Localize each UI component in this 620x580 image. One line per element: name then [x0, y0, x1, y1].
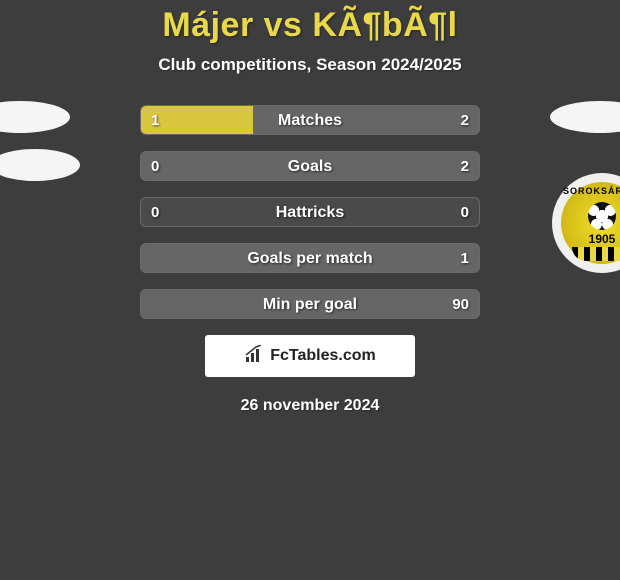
- brand-text: FcTables.com: [270, 347, 376, 365]
- stat-label: Goals: [141, 152, 479, 181]
- club-badge-year: 1905: [561, 232, 620, 246]
- player-left-chip-2: [0, 149, 80, 181]
- chart-icon: [244, 345, 264, 368]
- stat-row: 1Goals per match: [140, 243, 480, 273]
- soccer-ball-icon: [588, 202, 616, 230]
- stat-label: Hattricks: [141, 198, 479, 227]
- club-badge-name: SOROKSÁR SC: [561, 186, 620, 196]
- player-right-chip: [550, 101, 620, 133]
- page-title: Májer vs KÃ¶bÃ¶l: [0, 0, 620, 45]
- stat-row: 00Hattricks: [140, 197, 480, 227]
- stat-label: Goals per match: [141, 244, 479, 273]
- stat-label: Matches: [141, 106, 479, 135]
- player-left-chip: [0, 101, 70, 133]
- page-subtitle: Club competitions, Season 2024/2025: [0, 55, 620, 75]
- stat-label: Min per goal: [141, 290, 479, 319]
- stat-bars: 12Matches 02Goals 00Hattricks 1Goals per ma…: [140, 105, 480, 319]
- club-badge: SOROKSÁR SC 1905: [552, 173, 620, 273]
- stat-row: 02Goals: [140, 151, 480, 181]
- club-badge-inner: SOROKSÁR SC 1905: [561, 182, 620, 264]
- stats-area: SOROKSÁR SC 1905 12Matches02Goals00Hattr…: [30, 105, 590, 319]
- stat-row: 12Matches: [140, 105, 480, 135]
- club-badge-stripes: [572, 247, 620, 261]
- brand-box[interactable]: FcTables.com: [205, 335, 415, 377]
- stat-row: 90Min per goal: [140, 289, 480, 319]
- footer-date: 26 november 2024: [0, 397, 620, 415]
